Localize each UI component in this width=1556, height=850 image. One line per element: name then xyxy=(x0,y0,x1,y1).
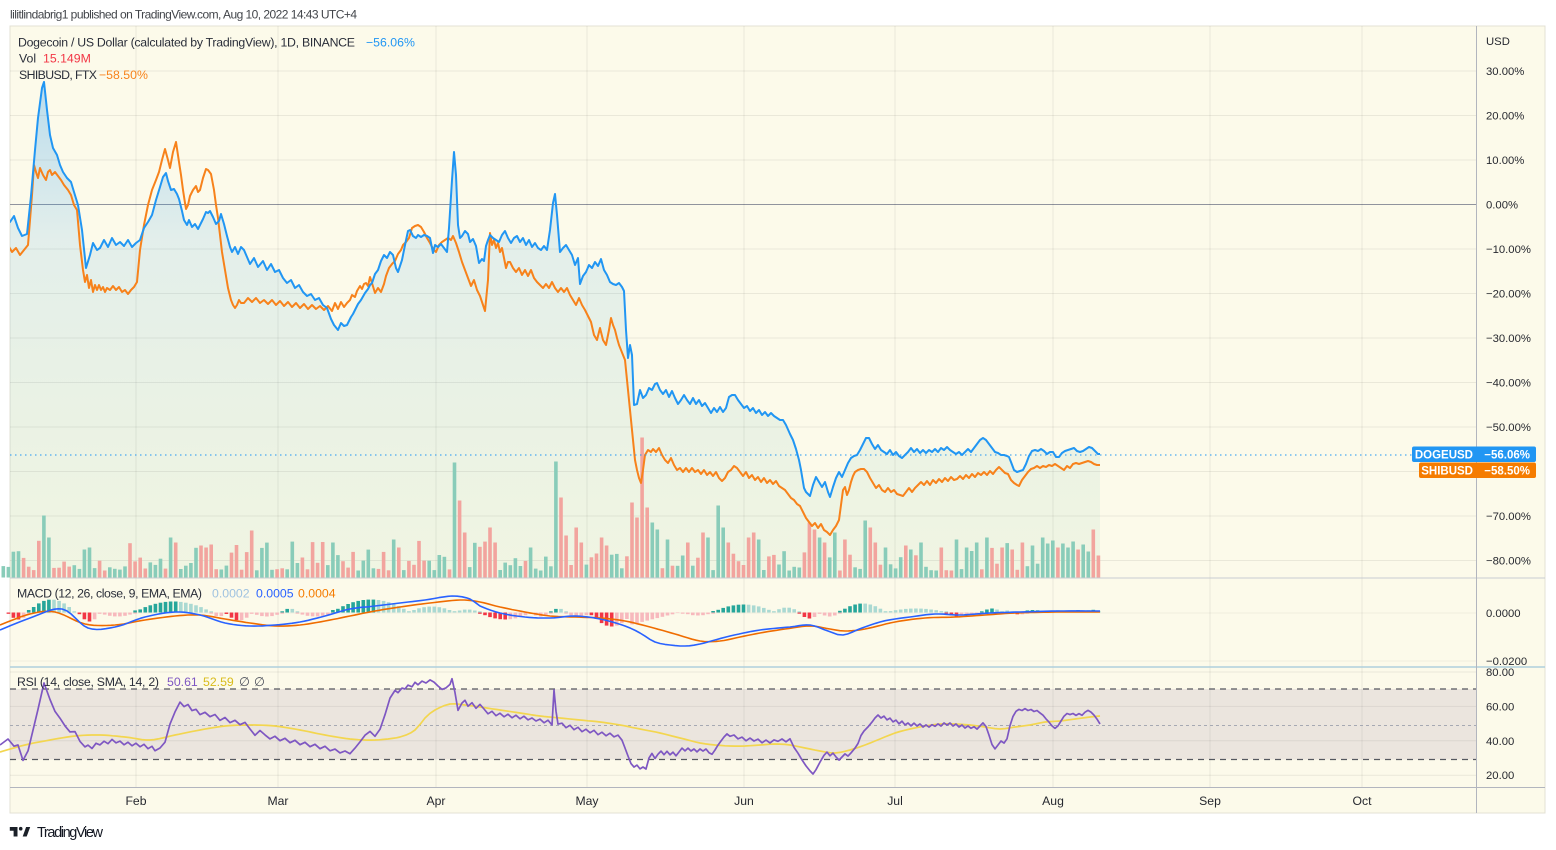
svg-text:MACD (12, 26, close, 9, EMA, E: MACD (12, 26, close, 9, EMA, EMA) xyxy=(17,587,202,601)
svg-text:DOGEUSD: DOGEUSD xyxy=(1415,450,1473,462)
svg-text:SHIBUSD, FTX: SHIBUSD, FTX xyxy=(19,68,97,82)
svg-text:Oct: Oct xyxy=(1353,794,1373,808)
svg-text:Vol: Vol xyxy=(19,52,36,66)
svg-text:Mar: Mar xyxy=(268,794,289,808)
svg-text:−70.00%: −70.00% xyxy=(1486,511,1531,523)
svg-text:Apr: Apr xyxy=(427,794,446,808)
svg-text:−56.06%: −56.06% xyxy=(366,36,415,50)
svg-text:50.61: 50.61 xyxy=(167,675,198,689)
svg-text:0.0004: 0.0004 xyxy=(298,587,336,601)
svg-text:Jun: Jun xyxy=(734,794,754,808)
svg-text:−20.00%: −20.00% xyxy=(1486,289,1531,301)
svg-text:−80.00%: −80.00% xyxy=(1486,556,1531,568)
svg-text:20.00%: 20.00% xyxy=(1486,111,1524,123)
svg-text:0.0000: 0.0000 xyxy=(1486,608,1521,620)
svg-text:Dogecoin / US Dollar (calculat: Dogecoin / US Dollar (calculated by Trad… xyxy=(18,36,355,50)
svg-text:−58.50%: −58.50% xyxy=(99,68,148,82)
svg-text:52.59: 52.59 xyxy=(203,675,234,689)
svg-text:10.00%: 10.00% xyxy=(1486,155,1524,167)
svg-text:May: May xyxy=(575,794,599,808)
svg-text:0.0002: 0.0002 xyxy=(212,587,250,601)
svg-text:−40.00%: −40.00% xyxy=(1486,378,1531,390)
svg-text:−58.50%: −58.50% xyxy=(1484,466,1530,478)
svg-text:−0.0200: −0.0200 xyxy=(1486,656,1527,668)
svg-text:RSI (14, close, SMA, 14, 2): RSI (14, close, SMA, 14, 2) xyxy=(17,675,159,689)
svg-text:−56.06%: −56.06% xyxy=(1484,450,1530,462)
svg-text:Sep: Sep xyxy=(1199,794,1221,808)
svg-text:Jul: Jul xyxy=(887,794,903,808)
svg-text:lilitlindabrig1 published on T: lilitlindabrig1 published on TradingView… xyxy=(10,8,357,22)
svg-text:USD: USD xyxy=(1486,36,1510,48)
svg-text:30.00%: 30.00% xyxy=(1486,66,1524,78)
svg-text:15.149M: 15.149M xyxy=(43,52,91,66)
svg-text:∅: ∅ xyxy=(254,675,265,689)
svg-text:Aug: Aug xyxy=(1042,794,1064,808)
svg-text:60.00: 60.00 xyxy=(1486,701,1514,713)
svg-text:80.00: 80.00 xyxy=(1486,667,1514,679)
svg-text:TradingView: TradingView xyxy=(37,825,104,841)
svg-text:40.00: 40.00 xyxy=(1486,736,1514,748)
svg-text:−50.00%: −50.00% xyxy=(1486,422,1531,434)
svg-text:20.00: 20.00 xyxy=(1486,770,1514,782)
svg-text:Feb: Feb xyxy=(125,794,146,808)
svg-text:∅: ∅ xyxy=(239,675,250,689)
svg-text:0.00%: 0.00% xyxy=(1486,200,1518,212)
svg-text:SHIBUSD: SHIBUSD xyxy=(1421,466,1473,478)
svg-text:−30.00%: −30.00% xyxy=(1486,333,1531,345)
svg-text:−10.00%: −10.00% xyxy=(1486,244,1531,256)
svg-text:0.0005: 0.0005 xyxy=(256,587,294,601)
